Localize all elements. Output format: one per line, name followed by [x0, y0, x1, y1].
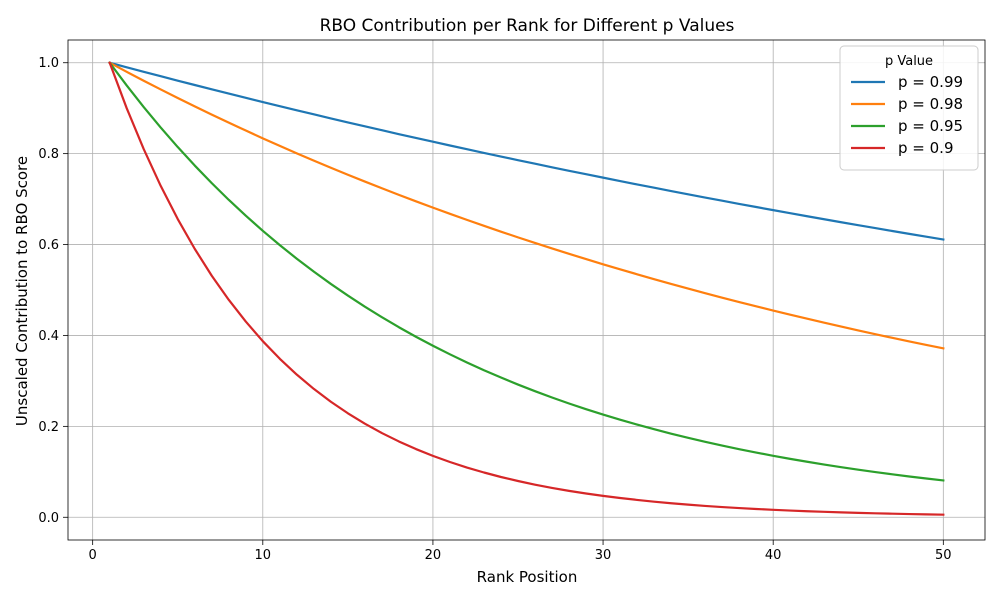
x-tick-label: 0 — [89, 548, 97, 563]
series-line-3 — [108, 61, 945, 482]
y-axis-ticks: 0.0 0.2 0.4 0.6 0.8 1.0 — [38, 56, 68, 526]
legend: p Value p = 0.99 p = 0.98 p = 0.95 p = 0.9 — [839, 45, 979, 171]
x-tick-label: 30 — [595, 548, 612, 563]
chart-title: RBO Contribution per Rank for Different … — [320, 16, 735, 36]
plot-area-frame — [67, 39, 986, 541]
legend-box — [839, 45, 979, 171]
y-tick-label: 0.0 — [38, 511, 59, 526]
legend-label: p = 0.9 — [898, 139, 953, 157]
x-axis-ticks: 0 10 20 30 40 50 — [89, 540, 952, 563]
x-tick-label: 10 — [255, 548, 272, 563]
legend-items: p = 0.99 p = 0.98 p = 0.95 p = 0.9 — [851, 73, 963, 157]
legend-title: p Value — [885, 54, 933, 69]
y-tick-label: 0.2 — [38, 420, 59, 435]
y-axis-label: Unscaled Contribution to RBO Score — [13, 156, 31, 426]
series-line-2 — [108, 61, 945, 350]
legend-label: p = 0.95 — [898, 117, 963, 135]
series-lines — [108, 61, 945, 516]
series-line-4 — [108, 61, 945, 516]
legend-label: p = 0.99 — [898, 73, 963, 91]
y-tick-label: 0.4 — [38, 329, 59, 344]
y-tick-label: 1.0 — [38, 56, 59, 71]
x-tick-label: 50 — [935, 548, 952, 563]
y-tick-label: 0.6 — [38, 238, 59, 253]
x-axis-label: Rank Position — [477, 568, 578, 586]
series-line-1 — [108, 61, 945, 241]
x-tick-label: 20 — [425, 548, 442, 563]
legend-label: p = 0.98 — [898, 95, 963, 113]
y-tick-label: 0.8 — [38, 147, 59, 162]
x-tick-label: 40 — [765, 548, 782, 563]
grid-lines — [68, 40, 985, 540]
